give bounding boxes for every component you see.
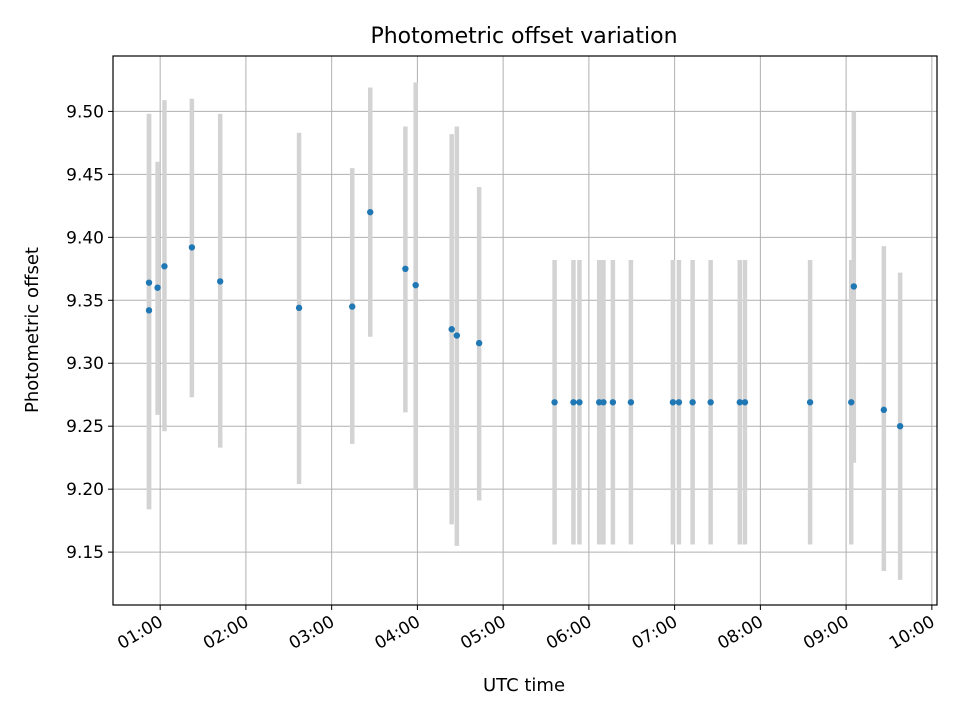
data-point: [880, 406, 888, 414]
plot-frame: [112, 55, 938, 606]
data-point: [896, 422, 904, 430]
data-point: [741, 399, 749, 406]
data-point: [161, 263, 168, 270]
data-point: [412, 281, 419, 289]
data-point: [806, 399, 814, 406]
data-point: [576, 399, 583, 406]
y-tick-label: 9.15: [66, 543, 104, 563]
data-point: [188, 244, 196, 251]
data-point: [349, 303, 356, 310]
x-axis-label: UTC time: [483, 675, 565, 696]
data-point: [848, 399, 855, 406]
data-point: [707, 399, 714, 406]
data-point: [145, 307, 153, 314]
y-tick-label: 9.20: [66, 480, 104, 500]
data-point: [154, 284, 161, 291]
y-tick-label: 9.45: [66, 165, 104, 185]
data-point: [453, 332, 461, 339]
chart-title: Photometric offset variation: [370, 24, 677, 49]
data-point: [551, 399, 558, 406]
y-tick-label: 9.35: [66, 291, 104, 311]
data-point: [850, 283, 858, 290]
data-point: [475, 339, 483, 347]
data-point: [669, 399, 677, 406]
data-point: [689, 399, 696, 406]
grid: [113, 56, 937, 605]
data-point: [448, 326, 455, 333]
data-point: [736, 399, 743, 406]
y-tick-label: 9.50: [66, 102, 104, 122]
y-axis-label: Photometric offset: [22, 247, 43, 413]
y-tick-label: 9.30: [66, 354, 104, 374]
data-point: [627, 399, 635, 406]
data-point: [216, 278, 224, 285]
y-axis-ticks: 9.15 9.20 9.25 9.30 9.35 9.40 9.45 9.50: [66, 102, 113, 563]
data-point: [402, 265, 409, 273]
data-point: [367, 208, 374, 216]
data-point: [609, 399, 617, 406]
data-point: [600, 399, 607, 406]
data-point: [675, 399, 683, 406]
data-points: [145, 208, 904, 430]
data-point: [570, 399, 577, 406]
data-point: [145, 279, 153, 286]
data-point: [295, 304, 303, 312]
y-tick-label: 9.40: [66, 228, 104, 248]
y-tick-label: 9.25: [66, 417, 104, 437]
